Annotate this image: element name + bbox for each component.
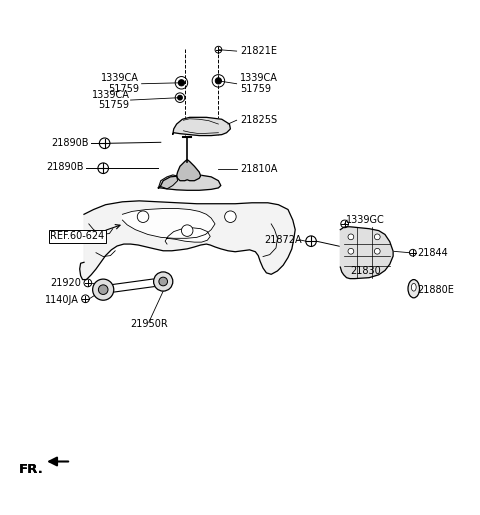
Ellipse shape xyxy=(411,283,416,291)
Text: 21872A: 21872A xyxy=(264,235,301,245)
Circle shape xyxy=(159,277,168,286)
Circle shape xyxy=(154,272,173,291)
Circle shape xyxy=(215,78,222,84)
Circle shape xyxy=(178,80,184,86)
Circle shape xyxy=(374,248,380,254)
Ellipse shape xyxy=(408,280,420,298)
Text: 21890B: 21890B xyxy=(47,162,84,172)
Text: 21825S: 21825S xyxy=(240,115,277,125)
Text: 1339CA
51759: 1339CA 51759 xyxy=(101,73,139,94)
Circle shape xyxy=(225,211,236,222)
Text: 21810A: 21810A xyxy=(240,164,277,174)
Text: 1339CA
51759: 1339CA 51759 xyxy=(92,90,130,110)
Circle shape xyxy=(348,248,354,254)
Text: 21830: 21830 xyxy=(350,266,381,276)
Text: FR.: FR. xyxy=(19,463,44,476)
Text: 21844: 21844 xyxy=(418,248,448,258)
Circle shape xyxy=(98,285,108,295)
Text: 21890B: 21890B xyxy=(51,138,89,148)
Polygon shape xyxy=(165,228,210,244)
Circle shape xyxy=(178,95,182,100)
Text: REF.60-624: REF.60-624 xyxy=(50,231,105,242)
Polygon shape xyxy=(173,117,230,135)
Text: 1339CA
51759: 1339CA 51759 xyxy=(240,73,278,94)
Polygon shape xyxy=(80,201,295,280)
Text: 1339GC: 1339GC xyxy=(346,215,384,225)
Text: 21821E: 21821E xyxy=(240,46,277,56)
Text: 21920: 21920 xyxy=(51,278,82,288)
Polygon shape xyxy=(158,175,178,189)
Polygon shape xyxy=(340,227,393,279)
Circle shape xyxy=(181,225,193,236)
Circle shape xyxy=(93,279,114,300)
Polygon shape xyxy=(122,209,215,238)
Text: 1140JA: 1140JA xyxy=(45,295,79,305)
Text: 21950R: 21950R xyxy=(130,319,168,329)
Circle shape xyxy=(137,211,149,222)
Text: FR.: FR. xyxy=(19,463,44,476)
Polygon shape xyxy=(158,175,221,191)
Circle shape xyxy=(348,234,354,240)
Polygon shape xyxy=(177,160,201,181)
Circle shape xyxy=(374,234,380,240)
Text: 21880E: 21880E xyxy=(418,285,455,295)
